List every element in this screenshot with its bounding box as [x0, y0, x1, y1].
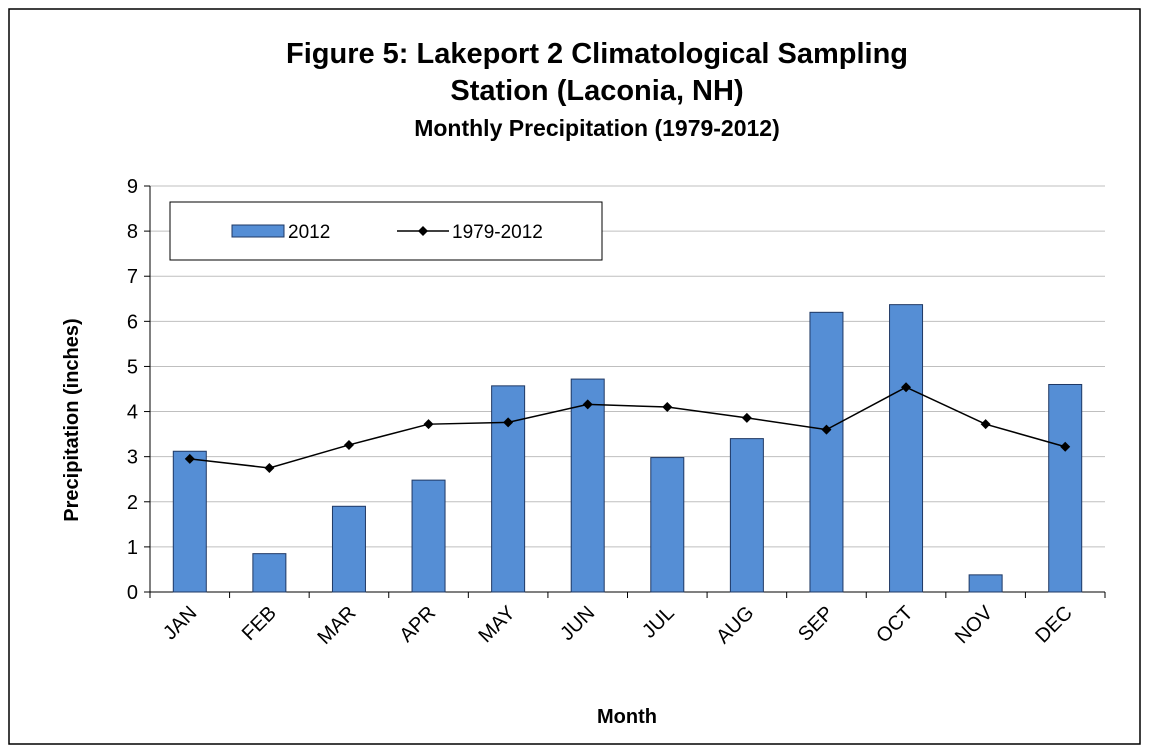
bar	[729, 438, 764, 593]
bar	[809, 311, 844, 593]
line-marker	[821, 424, 832, 435]
line-marker	[184, 453, 195, 464]
bar	[1048, 383, 1083, 593]
line-marker	[423, 419, 434, 430]
chart-title: Station (Laconia, NH)	[450, 75, 743, 107]
bar	[889, 304, 924, 593]
chart-subtitle: Monthly Precipitation (1979-2012)	[414, 115, 780, 141]
bar	[968, 574, 1003, 593]
line-marker	[343, 439, 354, 450]
bar	[411, 479, 446, 593]
bar	[650, 457, 685, 593]
line-marker	[503, 417, 514, 428]
y-tick-label: 3	[127, 447, 138, 469]
legend-marker	[418, 226, 428, 236]
bar	[570, 378, 605, 593]
y-tick-label: 7	[127, 266, 138, 288]
line	[189, 386, 1066, 469]
y-tick-label: 2	[127, 492, 138, 514]
line-marker	[1060, 441, 1071, 452]
bar	[331, 505, 366, 593]
chart-title: Figure 5: Lakeport 2 Climatological Samp…	[286, 38, 908, 70]
line-marker	[980, 419, 991, 430]
y-tick-label: 4	[127, 402, 138, 424]
line-marker	[264, 462, 275, 473]
line-marker	[741, 412, 752, 423]
line-marker	[662, 402, 673, 413]
y-tick-label: 6	[127, 311, 138, 333]
legend-swatch	[231, 224, 285, 238]
y-tick-label: 0	[127, 582, 138, 604]
y-tick-label: 5	[127, 356, 138, 378]
y-tick-label: 8	[127, 221, 138, 243]
chart-frame	[8, 8, 1141, 745]
line-marker	[582, 399, 593, 410]
y-axis-label: Precipitation (inches)	[61, 318, 83, 521]
legend-label: 1979-2012	[452, 222, 543, 243]
legend-label: 2012	[288, 222, 330, 243]
y-tick-label: 9	[127, 176, 138, 198]
bar	[172, 450, 207, 593]
x-axis-label: Month	[597, 706, 657, 728]
y-tick-label: 1	[127, 537, 138, 559]
bar	[491, 385, 526, 593]
bar	[252, 553, 287, 593]
line-marker	[901, 382, 912, 393]
